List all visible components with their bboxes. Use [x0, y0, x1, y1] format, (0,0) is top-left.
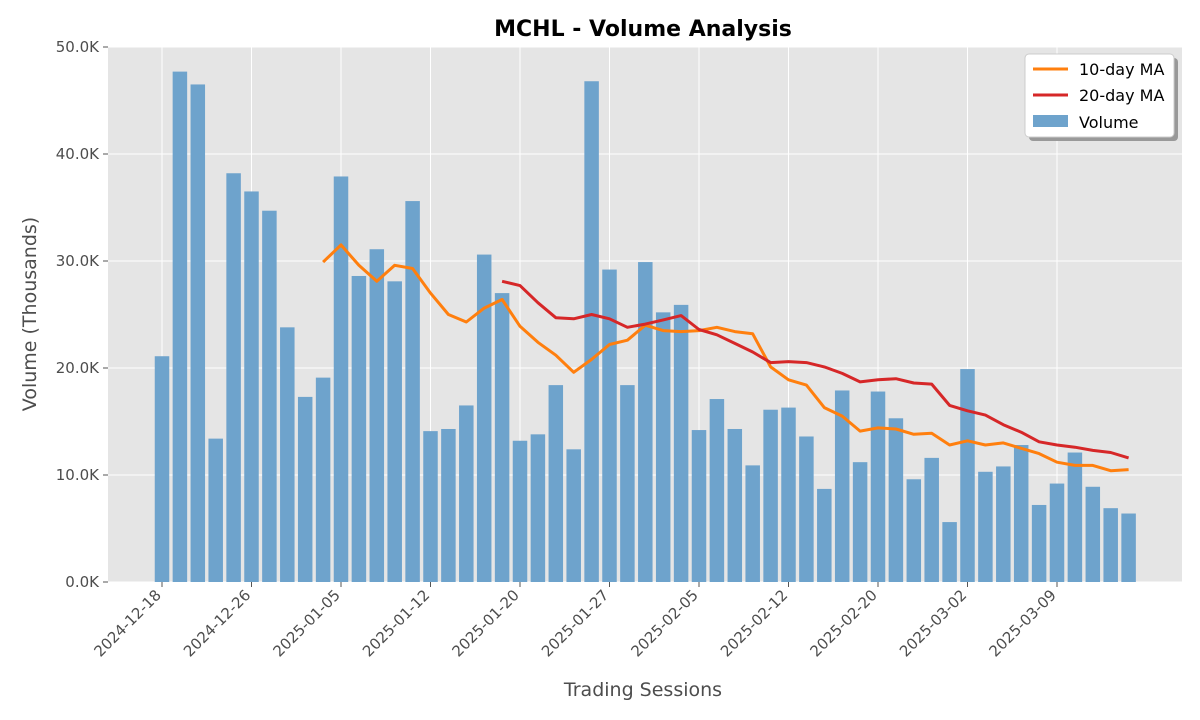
legend-swatch-volume — [1033, 115, 1068, 127]
chart-title: MCHL - Volume Analysis — [494, 17, 792, 42]
y-tick-label: 40.0K — [56, 145, 100, 163]
y-tick-label: 30.0K — [56, 252, 100, 270]
y-axis-label: Volume (Thousands) — [19, 217, 41, 411]
volume-bar — [817, 488, 832, 582]
x-tick-label: 2025-02-20 — [806, 586, 880, 660]
y-tick-label: 20.0K — [56, 359, 100, 377]
volume-bar — [763, 409, 778, 582]
y-tick-label: 0.0K — [65, 573, 100, 591]
volume-bar — [208, 438, 223, 582]
volume-bar — [476, 254, 492, 582]
y-tick-label: 50.0K — [56, 38, 100, 56]
volume-bar — [494, 293, 510, 582]
volume-bar — [584, 81, 599, 583]
volume-bar — [441, 428, 456, 582]
volume-bar — [727, 428, 743, 582]
volume-bar — [960, 369, 975, 582]
volume-bar — [315, 377, 331, 582]
volume-bar — [333, 176, 349, 582]
volume-bar — [262, 210, 277, 582]
legend-label-ma10: 10-day MA — [1079, 60, 1164, 79]
volume-bar — [1031, 504, 1047, 582]
volume-bar — [154, 356, 170, 582]
volume-bar — [745, 465, 760, 582]
volume-bar — [799, 436, 814, 582]
volume-bar — [638, 262, 653, 582]
x-tick-label: 2024-12-18 — [90, 586, 164, 660]
x-tick-label: 2025-03-02 — [896, 586, 970, 660]
volume-bar — [566, 449, 581, 582]
volume-bar — [297, 396, 313, 582]
x-tick-label: 2025-01-27 — [538, 586, 612, 660]
volume-bar — [512, 440, 528, 582]
volume-bar — [387, 281, 402, 582]
volume-bar — [1103, 508, 1118, 582]
volume-bar — [1121, 513, 1136, 582]
legend-label-ma20: 20-day MA — [1079, 86, 1164, 105]
x-tick-label: 2025-02-05 — [627, 586, 701, 660]
volume-bar — [280, 327, 295, 582]
volume-bar — [1067, 452, 1083, 582]
x-axis-label: Trading Sessions — [563, 679, 722, 701]
legend-label-volume: Volume — [1079, 113, 1139, 132]
volume-bar — [834, 390, 850, 582]
volume-bar — [996, 466, 1011, 582]
volume-bar — [226, 173, 241, 582]
x-tick-label: 2025-01-20 — [448, 586, 522, 660]
volume-bar — [530, 434, 546, 582]
x-tick-label: 2024-12-26 — [180, 586, 254, 660]
volume-bar — [942, 522, 957, 582]
volume-bar — [423, 431, 438, 582]
x-axis: 2024-12-18 2024-12-26 2025-01-05 2025-01-12… — [90, 582, 1060, 660]
x-tick-label: 2025-01-12 — [359, 586, 433, 660]
legend: 10-day MA 20-day MA Volume — [1024, 53, 1178, 141]
volume-bar — [190, 84, 206, 582]
volume-bar — [781, 407, 796, 582]
y-axis: 0.0K 10.0K 20.0K 30.0K 40.0K 50.0K — [56, 38, 108, 591]
volume-bar — [852, 462, 868, 582]
volume-bar — [1013, 445, 1029, 582]
x-tick-label: 2025-02-12 — [717, 586, 791, 660]
volume-bar — [369, 249, 385, 583]
volume-bar — [172, 71, 188, 583]
volume-bar — [655, 312, 671, 582]
volume-bar — [459, 405, 474, 582]
moving-average-lines — [322, 243, 1130, 473]
volume-bar — [548, 385, 564, 582]
volume-bar — [906, 479, 922, 582]
volume-bar — [1085, 486, 1101, 582]
ma20-line — [501, 279, 1130, 460]
volume-bar — [691, 430, 707, 582]
volume-bar — [870, 391, 886, 582]
x-tick-label: 2025-01-05 — [269, 586, 343, 660]
volume-bar — [620, 385, 635, 582]
volume-bar — [924, 457, 939, 582]
y-tick-label: 10.0K — [56, 466, 100, 484]
volume-bar — [1049, 483, 1065, 582]
volume-bar — [351, 275, 367, 582]
volume-bar — [709, 399, 725, 582]
volume-bar — [888, 418, 904, 582]
volume-bar — [405, 201, 420, 582]
ma10-line — [322, 243, 1129, 473]
volume-bar — [978, 471, 993, 582]
volume-bars — [154, 71, 1136, 583]
volume-bar — [673, 304, 689, 582]
volume-bar — [244, 191, 259, 582]
x-tick-label: 2025-03-09 — [985, 586, 1059, 660]
